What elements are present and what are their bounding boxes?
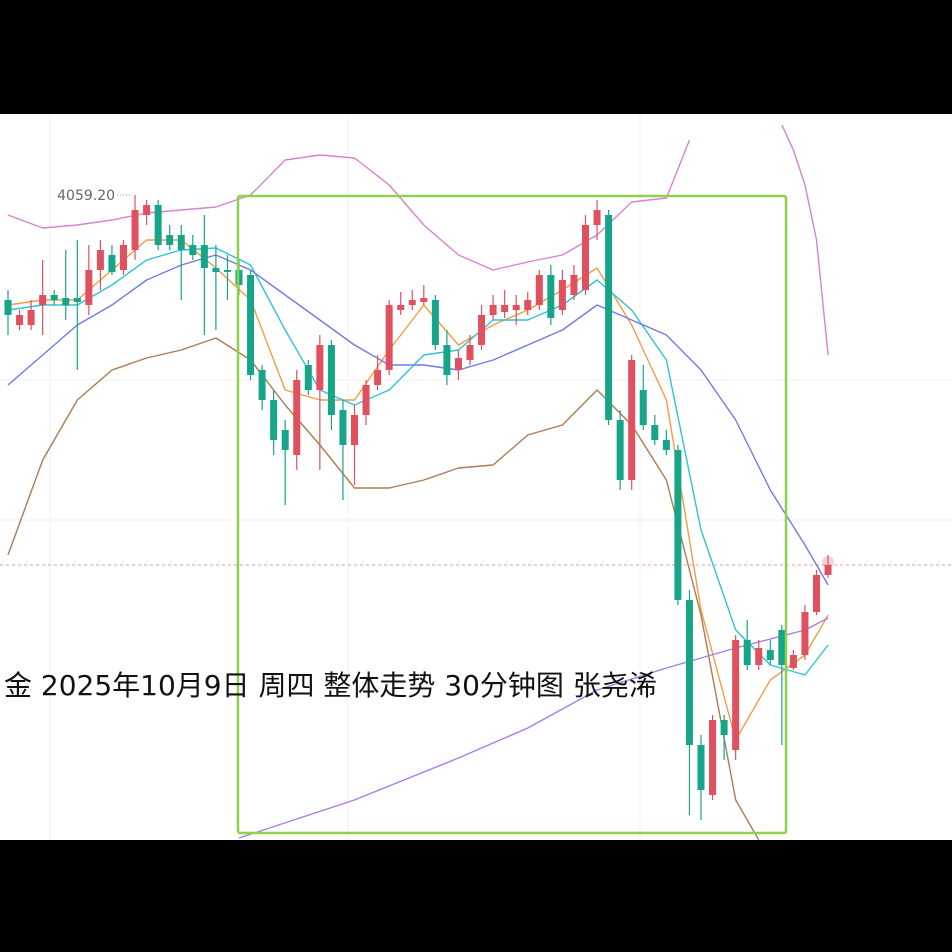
candle-body xyxy=(813,575,820,612)
candle-body xyxy=(212,268,220,272)
candle-body xyxy=(397,305,405,310)
candle-body xyxy=(39,295,47,305)
candle-body xyxy=(593,210,601,225)
candle-body xyxy=(316,345,324,390)
candle-body xyxy=(270,400,278,440)
candle-body xyxy=(639,390,647,425)
candle-body xyxy=(570,275,578,295)
candle-body xyxy=(154,205,162,245)
candle-body xyxy=(339,410,347,445)
candle-body xyxy=(755,648,763,665)
candle-body xyxy=(605,215,613,420)
candle-body xyxy=(16,315,24,325)
candle-body xyxy=(524,300,532,310)
candle-body xyxy=(478,315,486,345)
candle-body xyxy=(166,235,174,245)
plot-area xyxy=(0,114,952,840)
candle-body xyxy=(789,655,797,668)
candle-body xyxy=(732,640,740,750)
high-label: 4059.20 xyxy=(57,188,115,204)
candle-body xyxy=(73,298,81,302)
candle-body xyxy=(189,245,197,255)
ma-line xyxy=(7,254,829,586)
ma-line xyxy=(7,337,760,840)
candle-body xyxy=(720,720,728,735)
candle-body xyxy=(281,430,289,450)
candle-body xyxy=(385,305,393,370)
candle-body xyxy=(85,270,93,305)
candle-body xyxy=(616,420,624,480)
candle-body xyxy=(120,245,127,270)
candle-body xyxy=(258,370,266,400)
candle-body xyxy=(547,275,555,318)
candle-body xyxy=(108,255,116,272)
candle-body xyxy=(454,358,462,370)
plot: 4059.20 xyxy=(0,124,952,840)
candle-body xyxy=(4,300,12,315)
chart-title: 金 2025年10月9日 周四 整体走势 30分钟图 张尧浠 xyxy=(4,669,657,702)
candle-body xyxy=(223,270,231,272)
candle-body xyxy=(489,305,497,315)
candle-body xyxy=(143,205,151,215)
candle-body xyxy=(824,565,832,575)
candle-body xyxy=(743,640,751,665)
candle-body xyxy=(362,385,370,415)
annotation-box xyxy=(236,194,788,835)
candle-body xyxy=(766,650,774,660)
candle-body xyxy=(50,295,58,300)
candle-body xyxy=(674,450,682,600)
candle-body xyxy=(512,305,520,310)
last-price-glow xyxy=(822,556,835,568)
candle-body xyxy=(420,298,428,302)
candle-body xyxy=(801,612,809,655)
candle-body xyxy=(327,345,335,415)
candle-body xyxy=(651,425,659,440)
candle-body xyxy=(501,305,509,312)
candle-body xyxy=(697,745,705,790)
candle-body xyxy=(293,380,301,455)
candle-body xyxy=(685,600,693,745)
candle-body xyxy=(374,370,382,385)
candle-body xyxy=(535,275,543,305)
candle-body xyxy=(431,300,439,345)
candle-body xyxy=(247,275,255,375)
candle-body xyxy=(351,415,358,445)
candle-body xyxy=(131,210,139,250)
candle-body xyxy=(408,300,416,305)
candle-body xyxy=(177,235,185,250)
candle-body xyxy=(200,245,208,268)
candle-body xyxy=(558,280,566,310)
ma-line xyxy=(7,247,829,676)
candle-body xyxy=(709,720,717,795)
candle-body xyxy=(778,630,786,665)
candle-body xyxy=(27,310,35,325)
candle-body xyxy=(582,225,589,290)
candle-body xyxy=(662,440,670,450)
candle-body xyxy=(628,360,636,480)
candle-body xyxy=(96,250,104,270)
candle-body xyxy=(443,345,451,375)
grid xyxy=(0,114,952,840)
candle-body xyxy=(466,345,474,360)
candle-body xyxy=(62,298,70,305)
candle-body xyxy=(304,365,312,390)
